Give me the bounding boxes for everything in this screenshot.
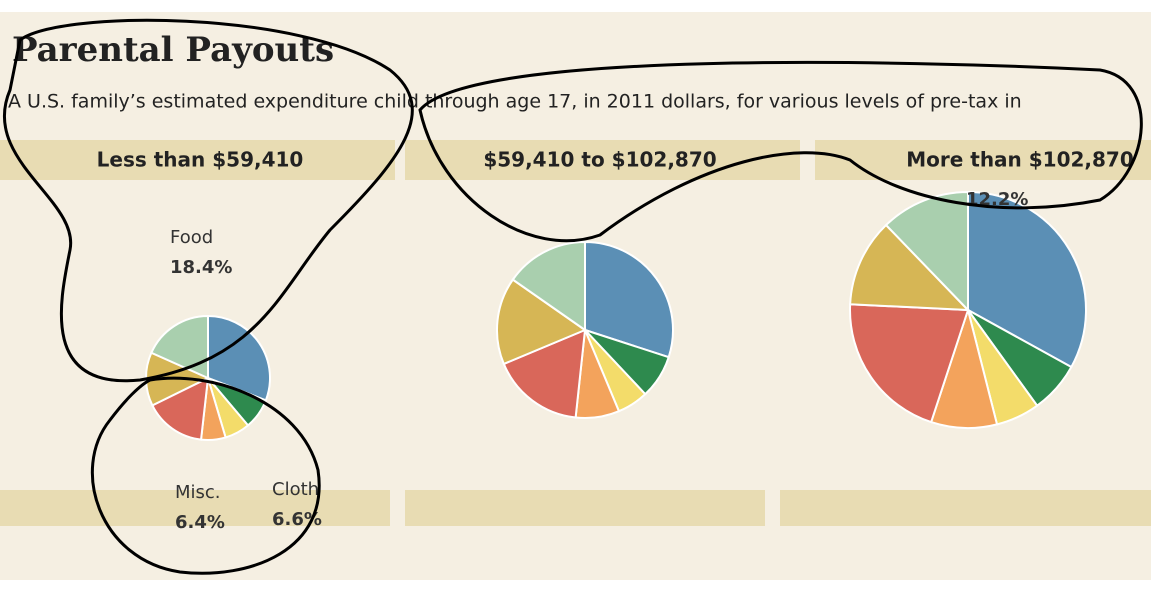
pie-slice xyxy=(849,303,970,424)
footer-bar xyxy=(780,490,1151,526)
hand-drawn-loops xyxy=(2,18,1143,575)
panel-title: More than $102,870 xyxy=(906,148,1134,172)
subtitle: A U.S. family’s estimated expenditure ch… xyxy=(8,91,1022,113)
pie-slice xyxy=(150,314,209,380)
pie-slice xyxy=(849,223,971,312)
header-bar xyxy=(0,140,395,180)
footer-bar xyxy=(405,490,765,526)
pie-slice xyxy=(502,328,587,419)
pie-slice xyxy=(151,376,210,441)
slice-label: Food xyxy=(170,227,213,248)
slice-value: 6.4% xyxy=(175,512,225,533)
pie-slice xyxy=(584,240,674,359)
slice-label: Cloth xyxy=(272,479,319,500)
pie-slice xyxy=(511,240,586,332)
header-bar xyxy=(405,140,800,180)
pie-slice xyxy=(207,314,271,402)
panel-title: Less than $59,410 xyxy=(97,148,304,172)
pie-slice xyxy=(967,190,1087,369)
footer-bar xyxy=(0,490,390,526)
slice-value: 18.4% xyxy=(170,257,232,278)
slice-label: Misc. xyxy=(175,482,221,503)
panel-title: $59,410 to $102,870 xyxy=(483,148,716,172)
title: Parental Payouts xyxy=(12,30,334,70)
pie-slice xyxy=(884,190,969,313)
pie-slice xyxy=(496,278,588,366)
